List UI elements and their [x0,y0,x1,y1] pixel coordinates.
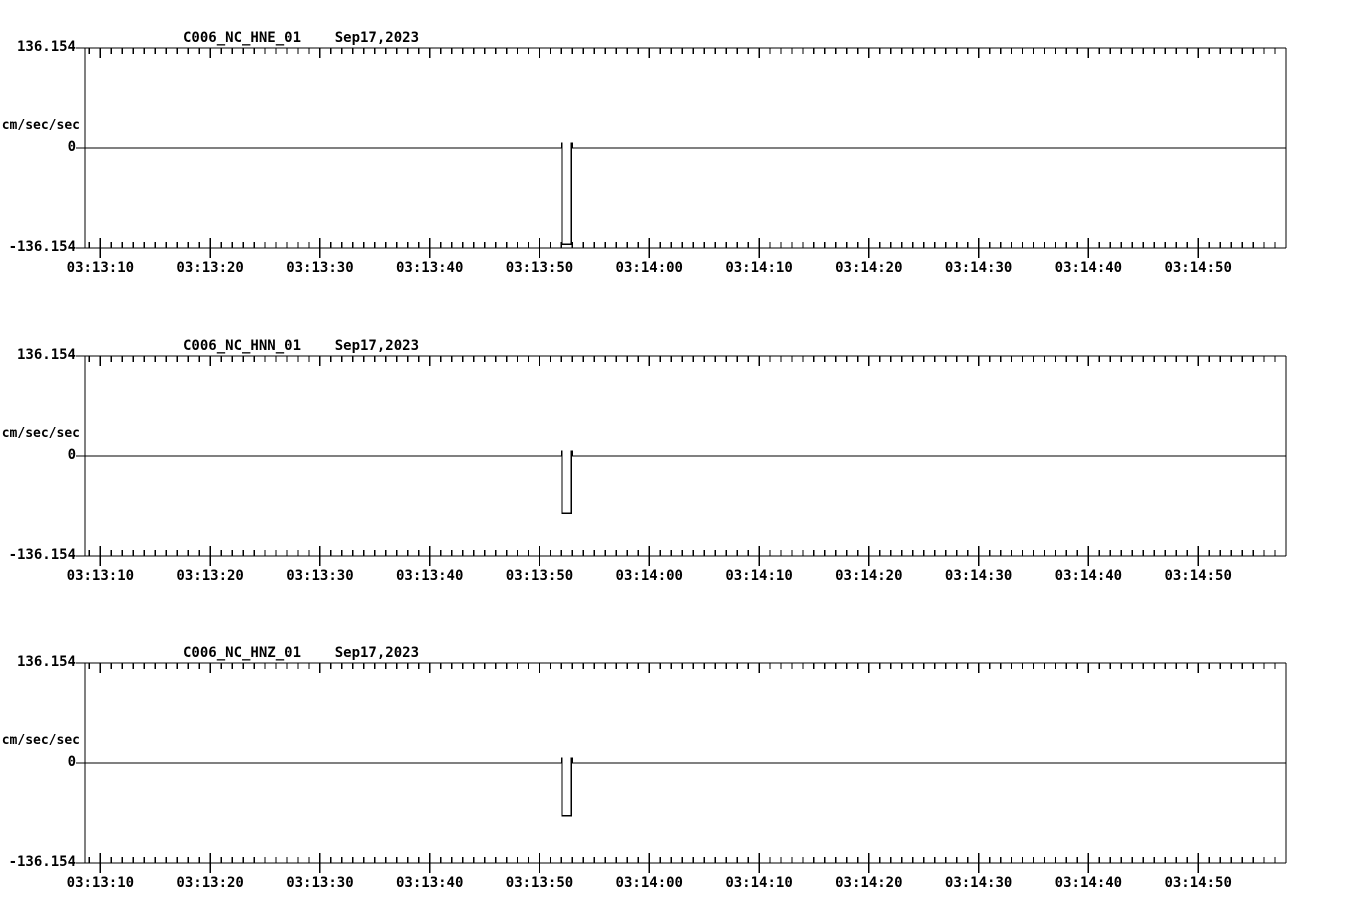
y-axis-label-min: -136.154 [8,547,76,563]
x-axis-tick-label: 03:14:10 [725,875,793,891]
x-axis-tick-label: 03:13:30 [286,568,354,584]
x-axis-tick-label: 03:13:40 [395,568,464,584]
x-axis-tick-label: 03:14:00 [615,568,683,584]
x-axis-tick-label: 03:14:40 [1054,260,1123,276]
panel-title: C006_NC_HNN_01 Sep17,2023 [183,338,420,354]
x-axis-tick-label: 03:14:40 [1054,568,1123,584]
y-axis-label-min: -136.154 [8,854,76,870]
y-axis-label-max: 136.154 [16,654,76,670]
x-axis-tick-label: 03:13:30 [286,875,354,891]
y-axis-label-zero: 0 [67,139,76,155]
y-axis-label-max: 136.154 [16,347,76,363]
y-axis-label-max: 136.154 [16,39,76,55]
waveform-trace [85,450,1286,514]
y-axis-label-zero: 0 [67,447,76,463]
x-axis-tick-label: 03:14:50 [1164,260,1232,276]
x-axis-tick-label: 03:13:40 [395,260,464,276]
x-axis-tick-label: 03:14:10 [725,260,793,276]
x-axis-tick-label: 03:13:20 [176,568,244,584]
x-axis-tick-label: 03:14:20 [835,875,903,891]
x-axis-tick-label: 03:13:50 [505,568,574,584]
waveform-trace [85,142,1286,245]
x-axis-tick-label: 03:14:50 [1164,875,1232,891]
x-axis-tick-label: 03:14:30 [944,568,1013,584]
x-axis-tick-label: 03:13:10 [66,568,135,584]
x-axis-tick-label: 03:14:40 [1054,875,1123,891]
x-axis-tick-label: 03:14:20 [835,260,903,276]
x-axis-tick-label: 03:14:50 [1164,568,1232,584]
panel-title: C006_NC_HNE_01 Sep17,2023 [183,30,420,46]
x-axis-tick-label: 03:14:00 [615,875,683,891]
x-axis-tick-label: 03:14:00 [615,260,683,276]
y-axis-unit-label: cm/sec/sec [1,426,80,441]
x-axis-tick-label: 03:13:20 [176,260,244,276]
x-axis-tick-label: 03:13:10 [66,260,135,276]
x-axis-tick-label: 03:13:10 [66,875,135,891]
x-axis-tick-label: 03:13:20 [176,875,244,891]
x-axis-tick-label: 03:13:50 [505,875,574,891]
y-axis-unit-label: cm/sec/sec [1,118,80,133]
y-axis-label-min: -136.154 [8,239,76,255]
y-axis-unit-label: cm/sec/sec [1,733,80,748]
x-axis-tick-label: 03:14:10 [725,568,793,584]
x-axis-tick-label: 03:13:50 [505,260,574,276]
x-axis-tick-label: 03:14:30 [944,875,1013,891]
y-axis-label-zero: 0 [67,754,76,770]
x-axis-tick-label: 03:13:40 [395,875,464,891]
x-axis-tick-label: 03:13:30 [286,260,354,276]
x-axis-tick-label: 03:14:30 [944,260,1013,276]
waveform-trace [85,757,1286,817]
x-axis-tick-label: 03:14:20 [835,568,903,584]
panel-title: C006_NC_HNZ_01 Sep17,2023 [183,645,420,661]
